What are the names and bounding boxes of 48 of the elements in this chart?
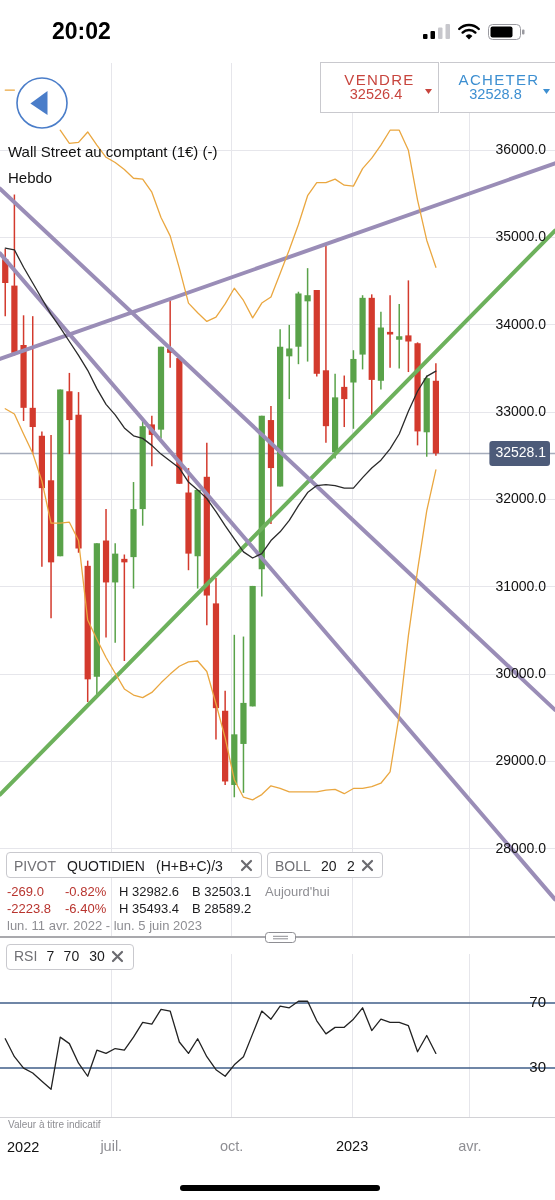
text: 2022 [7,1138,40,1155]
candlestick [386,295,394,368]
annotation: -0.82% [65,883,107,899]
x-tick-label: 2023 [335,1137,369,1154]
annotation: H 35493.4 [119,901,179,917]
annotation: 20 [321,857,337,874]
candlestick [396,303,403,369]
text: Hebdo [8,169,53,187]
annotation: B 28589.2 [192,901,252,917]
y-tick-label: 34000.0 [495,315,547,332]
ref-line-label: 32528.1 [495,444,547,461]
annotation: B 32503.1 [192,883,252,899]
annotation: -2223.8 [7,901,52,917]
annotation: 32528.8 [469,86,522,103]
annotation: 32526.4 [349,86,403,103]
y-tick-label: 30000.0 [495,664,547,681]
annotation: -269.0 [7,883,44,899]
annotation: ACHETER [458,70,540,88]
x-tick-label: avr. [458,1137,482,1154]
annotation: H 32982.6 [119,883,179,899]
annotation: lun. 11 avr. 2022 - lun. 5 juin 2023 [7,918,202,933]
annotation: -6.40% [65,901,107,917]
annotation: 30 [89,948,105,965]
x-tick-label: juil. [99,1137,123,1154]
y-tick-label: 31000.0 [495,577,547,594]
y-tick-label: 28000.0 [495,839,547,856]
annotation: 2 [347,857,355,874]
text: 20:02 [52,18,111,45]
y-tick-label: 33000.0 [495,403,547,420]
text: Valeur à titre indicatif [8,1119,101,1131]
candlestick [102,509,110,638]
annotation: QUOTIDIEN [67,857,145,874]
y-tick-label: 29000.0 [495,752,547,769]
chart-title: RSI [14,948,38,965]
annotation: VENDRE [344,70,415,88]
annotation: Aujourd'hui [265,883,330,899]
candlestick [112,543,119,643]
annotation: (H+B+C)/3 [156,857,223,874]
y-tick-label: 36000.0 [495,141,547,158]
y-tick-label: 35000.0 [495,228,547,245]
annotation: 70 [63,948,80,965]
x-tick-label: oct. [220,1137,244,1154]
text: Wall Street au comptant (1€) (-) [8,143,218,161]
annotation: PIVOT [14,857,57,874]
annotation: 7 [46,948,55,965]
annotation: BOLL [275,857,311,874]
candlestick [322,245,330,443]
y-tick-label: 32000.0 [495,490,547,507]
